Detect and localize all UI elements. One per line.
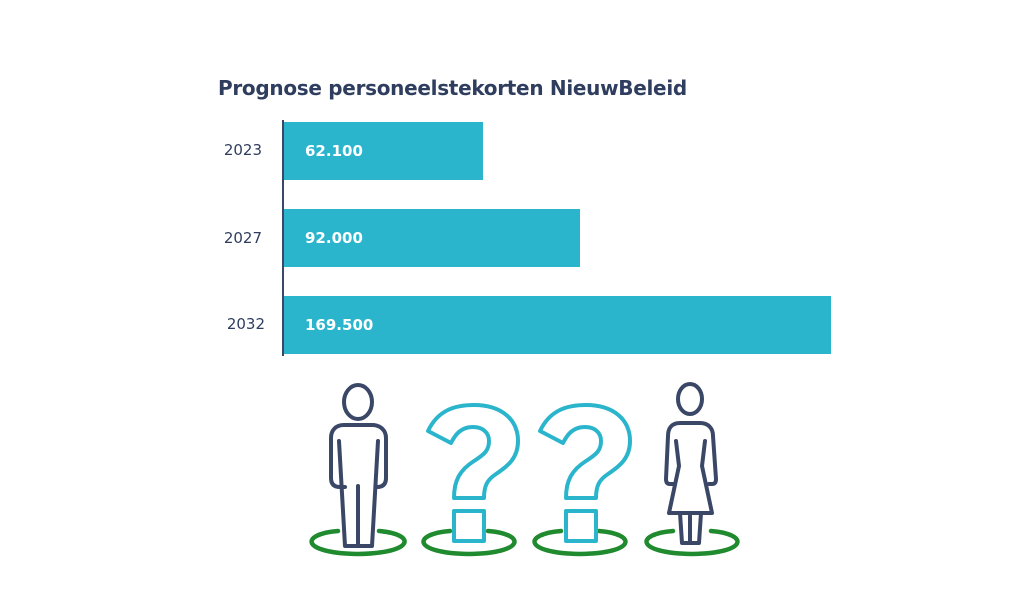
bar-value-label: 62.100	[305, 142, 363, 160]
ring-icon	[644, 528, 740, 557]
ring-icon	[309, 528, 407, 557]
ground-ring-icons	[309, 528, 740, 557]
ring-icon	[421, 528, 517, 557]
ring-icon	[532, 528, 628, 557]
y-axis-line	[282, 120, 284, 356]
chart-title: Prognose personeelstekorten NieuwBeleid	[218, 76, 687, 100]
bar-2023: 62.100	[284, 122, 483, 180]
bar-value-label: 169.500	[305, 316, 374, 334]
bar-2027: 92.000	[284, 209, 580, 267]
question-mark-icon	[426, 403, 520, 543]
bar-2032: 169.500	[284, 296, 831, 354]
y-tick-label-2023: 2023	[223, 141, 262, 159]
man-icon	[329, 383, 388, 548]
bar-value-label: 92.000	[305, 229, 363, 247]
woman-icon	[664, 382, 718, 545]
y-tick-label-2032: 2032	[226, 315, 265, 333]
question-mark-icon	[538, 403, 632, 543]
y-tick-label-2027: 2027	[223, 229, 262, 247]
